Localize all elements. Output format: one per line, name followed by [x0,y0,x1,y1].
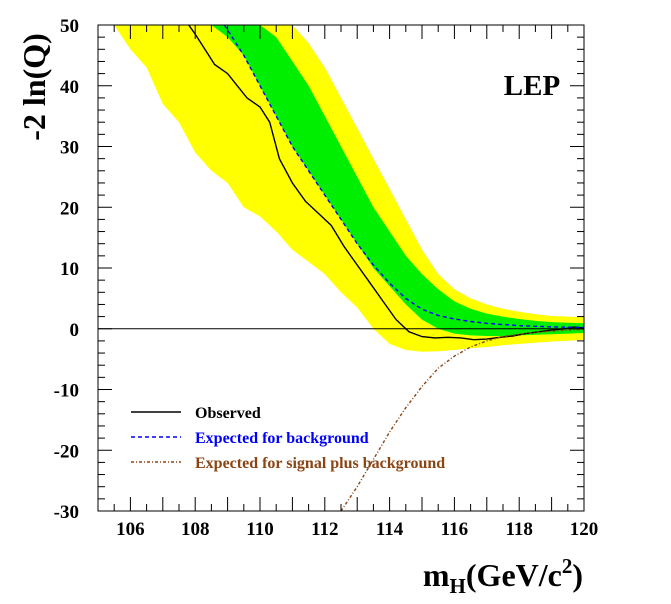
band-1-sigma [211,25,584,336]
x-axis-title-rest: (GeV/c [466,557,562,593]
x-tick-label: 120 [570,519,599,540]
y-tick-label: 20 [60,198,79,219]
x-tick-label: 112 [311,519,338,540]
y-tick-label: -20 [54,441,79,462]
x-axis-title-sub: H [450,574,466,598]
y-tick-label: 30 [60,138,79,159]
x-axis-title-main: m [423,557,450,593]
expected-background-line [223,25,584,329]
x-tick-label: 110 [246,519,273,540]
expected-signal-plus-background-line [340,328,584,511]
x-tick-label: 114 [376,519,404,540]
lep-annotation: LEP [504,70,560,102]
legend-observed-label: Observed [195,405,261,422]
x-axis-title-sup: 2 [562,554,573,578]
y-tick-label: 0 [70,320,80,341]
x-tick-label: 106 [116,519,145,540]
series-lines [188,25,584,511]
axes: 106 108 110 112 114 116 118 120 -30 -20 -10 0 10 20 30… [54,16,599,540]
legend-expected-background-label: Expected for background [195,430,369,447]
legend: Observed Expected for background Expected … [131,405,445,472]
observed-line [188,25,584,341]
y-tick-label: -10 [54,381,79,402]
y-axis-title: -2 ln(Q) [16,33,52,141]
x-axis-title-close: ) [572,557,583,593]
x-tick-label: 108 [181,519,210,540]
y-tick-label: 50 [60,16,79,37]
y-tick-label: 40 [60,77,79,98]
x-tick-label: 116 [441,519,468,540]
x-axis-title: mH(GeV/c2) [423,554,583,598]
y-tick-label: 10 [60,259,79,280]
legend-expected-signal-plus-background-label: Expected for signal plus background [195,455,445,472]
uncertainty-bands [114,25,584,352]
x-tick-label: 118 [505,519,532,540]
y-tick-label: -30 [54,502,79,523]
